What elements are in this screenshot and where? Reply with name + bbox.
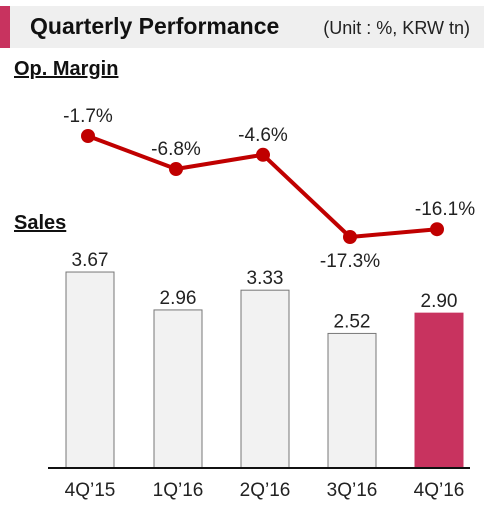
op-margin-value-label: -1.7% (63, 106, 113, 127)
sales-value-label: 2.90 (421, 291, 458, 312)
op-margin-point (343, 230, 357, 244)
category-tick-label: 4Q’16 (414, 480, 465, 501)
sales-value-label: 3.33 (247, 268, 284, 289)
header-bar: Quarterly Performance (Unit : %, KRW tn) (0, 6, 484, 48)
sales-value-label: 2.52 (334, 311, 371, 332)
category-tick-label: 1Q’16 (153, 480, 204, 501)
category-tick-label: 2Q’16 (240, 480, 291, 501)
sales-value-label: 3.67 (72, 250, 109, 271)
op-margin-point (81, 129, 95, 143)
op-margin-point (256, 147, 270, 162)
op-margin-value-label: -4.6% (238, 125, 288, 146)
op-margin-label: Op. Margin (14, 58, 119, 80)
op-margin-value-label: -6.8% (151, 139, 201, 160)
sales-bar (414, 312, 464, 469)
op-margin-point (169, 162, 183, 177)
sales-bar (65, 271, 115, 469)
header-accent (0, 6, 10, 48)
op-margin-value-label: -17.3% (320, 251, 380, 272)
page-title: Quarterly Performance (30, 13, 280, 39)
category-tick-label: 3Q’16 (327, 480, 378, 501)
unit-note: (Unit : %, KRW tn) (323, 18, 470, 38)
sales-bar (327, 332, 377, 469)
sales-bar (153, 309, 203, 469)
sales-label: Sales (14, 212, 67, 234)
category-tick-label: 4Q’15 (65, 480, 116, 501)
sales-value-label: 2.96 (160, 288, 197, 309)
op-margin-value-label: -16.1% (415, 199, 475, 220)
sales-bar (240, 289, 290, 469)
op-margin-point (430, 222, 444, 237)
